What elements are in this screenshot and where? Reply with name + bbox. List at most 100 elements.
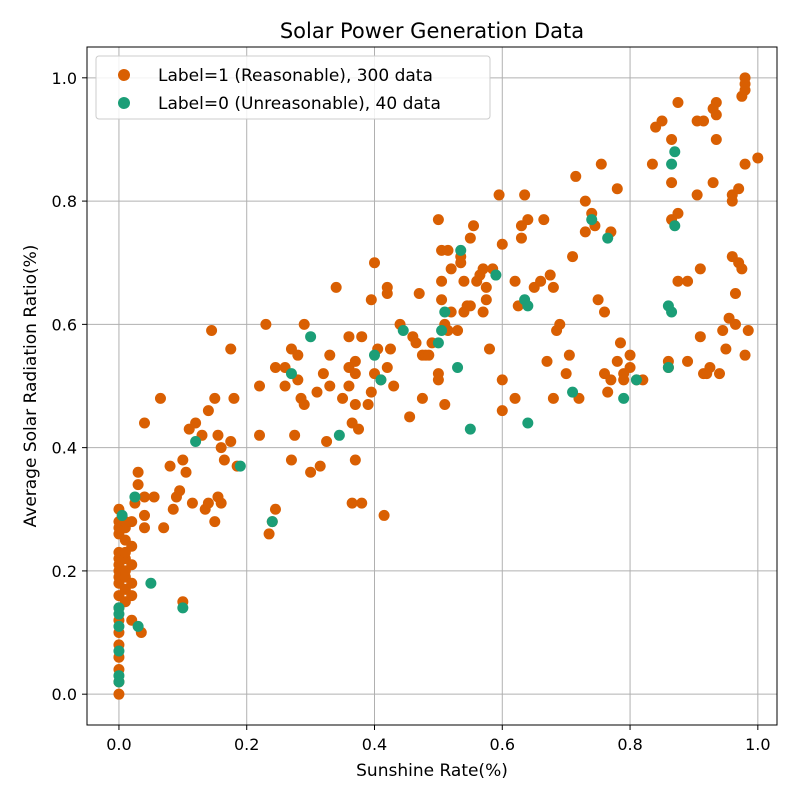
data-point-reasonable	[480, 281, 492, 293]
data-point-reasonable	[496, 374, 508, 386]
data-point-reasonable	[519, 189, 531, 201]
y-tick-label: 0.8	[52, 192, 77, 211]
data-point-reasonable	[212, 429, 224, 441]
data-point-reasonable	[468, 220, 480, 232]
data-point-unreasonable	[116, 509, 128, 521]
data-point-reasonable	[254, 380, 265, 392]
legend-marker-reasonable	[118, 69, 130, 81]
data-point-reasonable	[292, 349, 304, 361]
data-point-reasonable	[672, 275, 684, 287]
data-point-unreasonable	[129, 491, 141, 503]
x-axis-label: Sunshine Rate(%)	[356, 761, 508, 781]
data-point-reasonable	[349, 355, 361, 367]
data-point-reasonable	[126, 577, 138, 589]
data-point-reasonable	[739, 158, 751, 170]
data-point-reasonable	[509, 275, 521, 287]
data-point-reasonable	[493, 189, 505, 201]
data-point-reasonable	[177, 454, 189, 466]
data-point-reasonable	[704, 362, 716, 374]
data-point-reasonable	[343, 331, 355, 343]
data-point-reasonable	[206, 325, 218, 337]
y-tick-label: 1.0	[52, 69, 77, 88]
legend-label-unreasonable: Label=0 (Unreasonable), 40 data	[158, 94, 441, 114]
data-point-reasonable	[228, 392, 240, 404]
data-point-reasonable	[579, 226, 591, 238]
data-point-reasonable	[458, 275, 470, 287]
data-point-reasonable	[694, 331, 706, 343]
data-point-unreasonable	[464, 423, 476, 435]
data-point-reasonable	[305, 466, 317, 478]
data-point-reasonable	[317, 368, 329, 380]
data-point-unreasonable	[618, 392, 630, 404]
data-point-reasonable	[215, 497, 227, 509]
data-point-reasonable	[260, 318, 272, 330]
legend-label-reasonable: Label=1 (Reasonable), 300 data	[158, 66, 433, 86]
y-tick-label: 0.6	[52, 315, 77, 334]
data-point-reasonable	[509, 392, 521, 404]
data-point-reasonable	[324, 349, 336, 361]
data-point-reasonable	[404, 411, 416, 423]
data-point-unreasonable	[602, 232, 614, 244]
data-point-reasonable	[180, 466, 192, 478]
data-point-reasonable	[174, 485, 186, 497]
data-point-reasonable	[464, 232, 476, 244]
data-point-reasonable	[410, 337, 422, 349]
data-point-reasonable	[432, 374, 444, 386]
data-point-reasonable	[126, 516, 138, 528]
data-point-reasonable	[126, 590, 138, 602]
data-point-reasonable	[356, 331, 368, 343]
data-point-reasonable	[752, 152, 764, 164]
data-point-reasonable	[132, 466, 144, 478]
data-point-reasonable	[666, 177, 678, 189]
data-point-unreasonable	[190, 435, 202, 447]
data-point-reasonable	[464, 300, 476, 312]
data-point-unreasonable	[666, 306, 678, 318]
x-tick-label: 0.2	[234, 735, 259, 754]
plot-area-frame	[86, 46, 778, 726]
data-point-reasonable	[381, 362, 393, 374]
data-point-reasonable	[602, 386, 614, 398]
data-point-reasonable	[477, 306, 489, 318]
data-point-unreasonable	[669, 146, 681, 158]
data-point-reasonable	[436, 294, 448, 306]
data-point-reasonable	[356, 497, 368, 509]
data-point-reasonable	[560, 368, 572, 380]
y-tick-label: 0.2	[52, 562, 77, 581]
data-point-reasonable	[624, 349, 636, 361]
data-point-reasonable	[496, 238, 508, 250]
data-point-reasonable	[547, 392, 559, 404]
data-point-unreasonable	[452, 362, 464, 374]
data-point-reasonable	[742, 325, 754, 337]
data-point-reasonable	[739, 78, 751, 90]
data-point-reasonable	[269, 362, 281, 374]
data-point-reasonable	[538, 214, 550, 226]
data-point-reasonable	[547, 281, 559, 293]
legend: Label=1 (Reasonable), 300 data Label=0 (…	[95, 55, 491, 120]
data-point-unreasonable	[369, 349, 380, 361]
chart-title: Solar Power Generation Data	[280, 19, 584, 43]
data-point-reasonable	[554, 318, 566, 330]
data-point-reasonable	[343, 380, 355, 392]
data-point-unreasonable	[113, 670, 125, 682]
data-point-reasonable	[321, 435, 333, 447]
data-point-reasonable	[148, 491, 160, 503]
data-point-reasonable	[605, 374, 617, 386]
grid-lines	[87, 47, 777, 725]
data-point-reasonable	[139, 509, 150, 521]
data-point-reasonable	[190, 417, 202, 429]
data-point-reasonable	[139, 491, 150, 503]
data-point-reasonable	[710, 96, 722, 108]
data-point-reasonable	[362, 398, 374, 410]
data-point-reasonable	[158, 522, 170, 534]
data-point-reasonable	[154, 392, 166, 404]
data-points	[113, 72, 764, 700]
data-point-reasonable	[346, 497, 358, 509]
data-point-reasonable	[717, 325, 729, 337]
data-point-reasonable	[209, 392, 221, 404]
data-point-unreasonable	[132, 620, 144, 632]
data-point-reasonable	[353, 423, 365, 435]
data-point-reasonable	[388, 380, 400, 392]
data-point-reasonable	[167, 503, 179, 515]
data-point-reasonable	[714, 368, 725, 380]
data-point-unreasonable	[439, 306, 451, 318]
